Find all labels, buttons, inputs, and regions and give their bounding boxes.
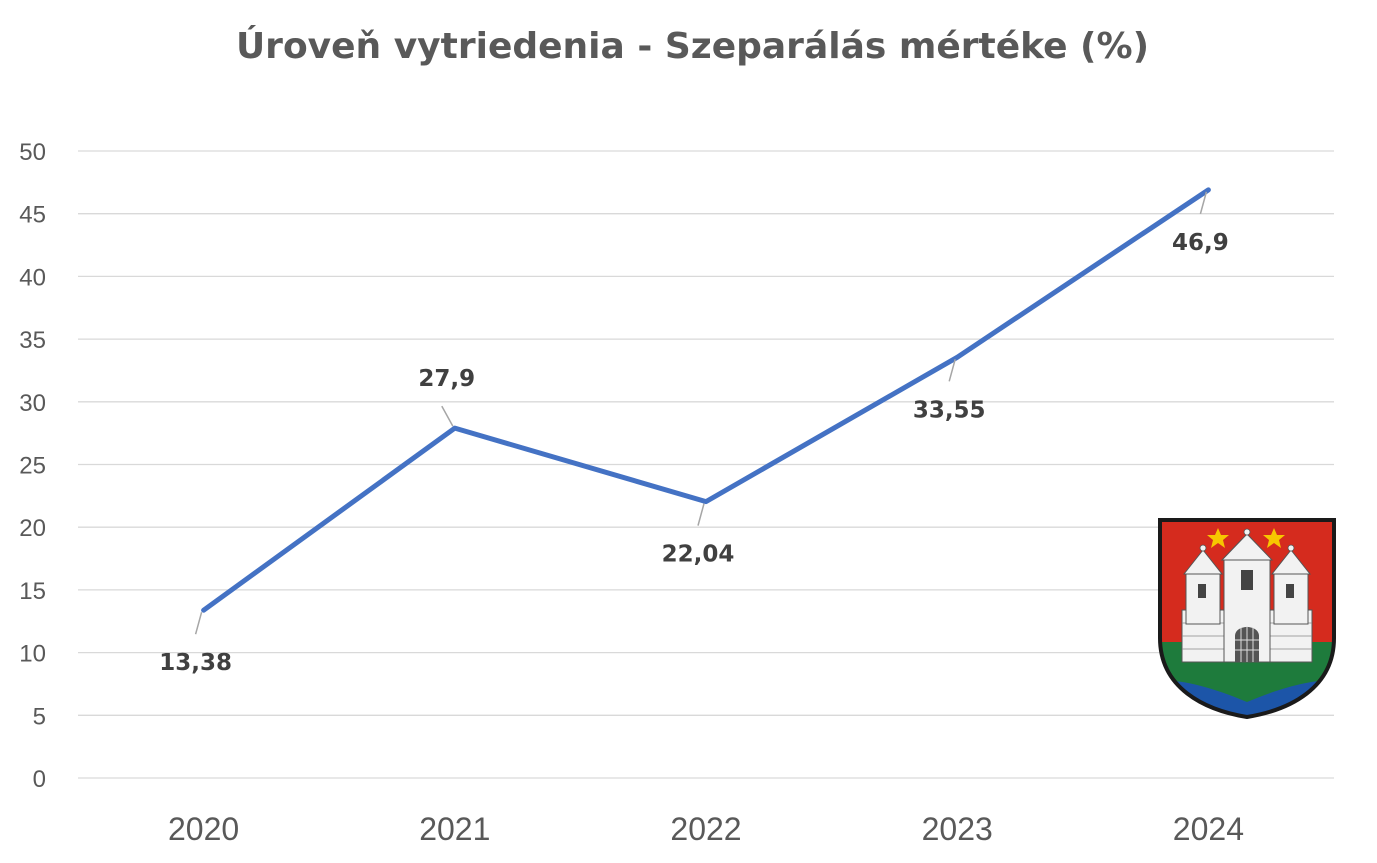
coat-of-arms-logo xyxy=(1158,518,1336,720)
data-labels: 13,38 27,9 22,04 33,55 46,9 xyxy=(159,230,1229,676)
data-label: 27,9 xyxy=(418,366,475,392)
x-tick-label: 2020 xyxy=(168,811,239,847)
y-tick-label: 45 xyxy=(19,202,46,229)
data-label: 13,38 xyxy=(159,650,232,676)
data-label-leader xyxy=(441,405,454,427)
y-tick-label: 0 xyxy=(33,766,46,793)
x-tick-label: 2023 xyxy=(922,811,993,847)
y-tick-label: 10 xyxy=(19,641,46,668)
y-tick-label: 40 xyxy=(19,264,46,291)
data-label-leader xyxy=(1199,191,1208,215)
series-line-group xyxy=(201,187,1211,613)
y-tick-label: 15 xyxy=(19,578,46,605)
x-axis-ticks: 2020 2021 2022 2023 2024 xyxy=(168,811,1244,847)
x-tick-label: 2024 xyxy=(1173,811,1244,847)
x-tick-label: 2022 xyxy=(670,811,741,847)
data-label: 46,9 xyxy=(1172,230,1229,256)
data-label-leaders xyxy=(194,191,1208,635)
data-label-leader xyxy=(697,503,705,526)
x-tick-label: 2021 xyxy=(419,811,490,847)
y-tick-label: 30 xyxy=(19,390,46,417)
data-label-leader xyxy=(948,359,956,382)
y-tick-label: 35 xyxy=(19,327,46,354)
y-tick-label: 20 xyxy=(19,515,46,542)
chart-title: Úroveň vytriedenia - Szeparálás mértéke … xyxy=(235,26,1150,67)
data-label-leader xyxy=(194,612,203,635)
data-label: 33,55 xyxy=(913,397,986,423)
series-line xyxy=(201,187,1211,613)
data-label: 22,04 xyxy=(662,542,735,568)
y-tick-label: 50 xyxy=(19,139,46,166)
y-tick-label: 5 xyxy=(33,703,46,730)
gridlines xyxy=(78,150,1334,779)
y-axis-ticks: 0 5 10 15 20 25 30 35 40 45 50 xyxy=(19,139,46,793)
y-tick-label: 25 xyxy=(19,453,46,480)
